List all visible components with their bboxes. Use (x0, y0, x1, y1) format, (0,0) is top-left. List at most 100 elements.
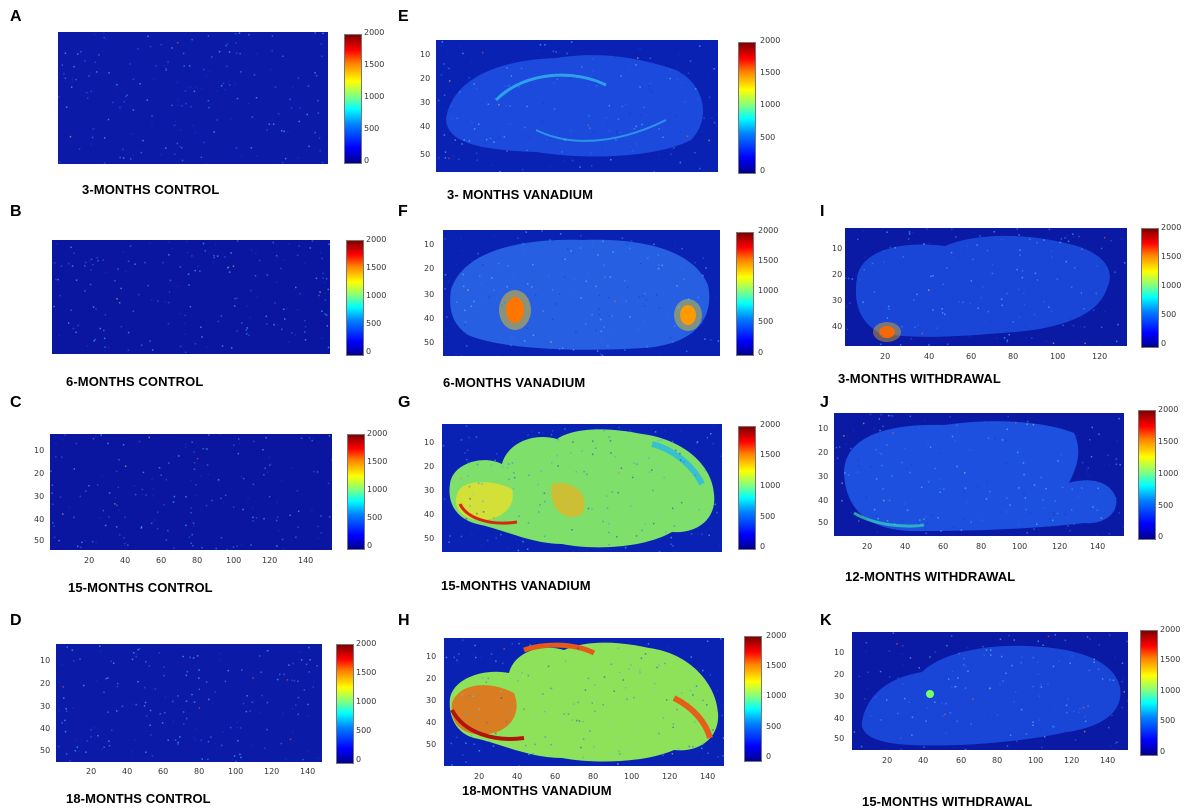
speckle-texture (853, 632, 1128, 750)
y-tick: 30 (818, 472, 829, 481)
colorbar-tick: 2000 (356, 639, 377, 648)
x-tick: 60 (550, 772, 561, 781)
panel-letter: B (10, 203, 22, 220)
colorbar-tick: 0 (1158, 532, 1164, 541)
colorbar (346, 240, 364, 356)
speckle-texture (437, 41, 718, 172)
panel-caption: 15-MONTHS VANADIUM (441, 578, 591, 593)
speckle-texture (835, 413, 1124, 536)
colorbar-tick: 1500 (366, 263, 387, 272)
colorbar-tick: 500 (758, 317, 774, 326)
heatmap-image (444, 638, 724, 766)
y-tick: 30 (832, 296, 843, 305)
panel-caption: 3-MONTHS WITHDRAWAL (838, 371, 1001, 386)
colorbar-tick: 1500 (1161, 252, 1182, 261)
x-tick: 140 (1100, 756, 1116, 765)
y-tick: 40 (832, 322, 843, 331)
colorbar (744, 636, 762, 762)
colorbar (347, 434, 365, 550)
y-tick: 20 (420, 74, 431, 83)
colorbar-tick: 2000 (766, 631, 787, 640)
colorbar-tick: 1000 (366, 291, 387, 300)
x-tick: 80 (976, 542, 987, 551)
x-tick: 100 (1050, 352, 1066, 361)
x-tick: 100 (624, 772, 640, 781)
x-tick: 100 (1028, 756, 1044, 765)
colorbar-tick: 1500 (760, 450, 781, 459)
colorbar-tick: 1000 (1158, 469, 1179, 478)
x-tick: 60 (158, 767, 169, 776)
colorbar-tick: 1500 (760, 68, 781, 77)
colorbar-tick: 2000 (1161, 223, 1182, 232)
colorbar-tick: 500 (1158, 501, 1174, 510)
y-tick: 20 (424, 264, 435, 273)
x-tick: 40 (122, 767, 133, 776)
heatmap-image (834, 413, 1124, 536)
colorbar-tick: 2000 (1160, 625, 1181, 634)
y-tick: 50 (426, 740, 437, 749)
y-tick: 50 (834, 734, 845, 743)
colorbar-tick: 1500 (758, 256, 779, 265)
panel-letter: H (398, 612, 410, 629)
heatmap-image (436, 40, 718, 172)
x-tick: 100 (1012, 542, 1028, 551)
speckle-texture (445, 638, 724, 766)
colorbar-tick: 1000 (758, 286, 779, 295)
brain-section (446, 55, 703, 157)
panel-letter: C (10, 394, 22, 411)
y-tick: 50 (34, 536, 45, 545)
speckle-texture (53, 240, 330, 354)
colorbar-tick: 0 (760, 542, 766, 551)
colorbar-tick: 500 (367, 513, 383, 522)
panel-caption: 3-MONTHS CONTROL (82, 182, 220, 197)
colorbar-tick: 0 (758, 348, 764, 357)
y-tick: 50 (424, 338, 435, 347)
colorbar-tick: 2000 (760, 420, 781, 429)
y-tick: 10 (834, 648, 845, 657)
colorbar-tick: 1000 (760, 481, 781, 490)
colorbar (738, 42, 756, 174)
heatmap-image (442, 424, 722, 552)
panel-letter: A (10, 8, 22, 25)
y-tick: 20 (818, 448, 829, 457)
colorbar-tick: 2000 (366, 235, 387, 244)
colorbar (344, 34, 362, 164)
y-tick: 30 (40, 702, 51, 711)
y-tick: 20 (426, 674, 437, 683)
x-tick: 20 (84, 556, 95, 565)
colorbar-tick: 0 (367, 541, 373, 550)
colorbar-tick: 500 (760, 133, 776, 142)
colorbar (336, 644, 354, 764)
colorbar (1141, 228, 1159, 348)
y-tick: 20 (832, 270, 843, 279)
x-tick: 140 (298, 556, 314, 565)
x-tick: 40 (512, 772, 523, 781)
colorbar-tick: 2000 (1158, 405, 1179, 414)
y-tick: 40 (420, 122, 431, 131)
colorbar (736, 232, 754, 356)
x-tick: 120 (1052, 542, 1068, 551)
panel-letter: D (10, 612, 22, 629)
colorbar-tick: 1000 (356, 697, 377, 706)
panel-caption: 3- MONTHS VANADIUM (447, 187, 593, 202)
x-tick: 140 (1090, 542, 1106, 551)
y-tick: 50 (420, 150, 431, 159)
heatmap-image (52, 240, 330, 354)
colorbar-tick: 1000 (1160, 686, 1181, 695)
y-tick: 30 (424, 290, 435, 299)
colorbar-tick: 0 (1160, 747, 1166, 756)
colorbar-tick: 500 (364, 124, 380, 133)
panel-letter: J (820, 394, 829, 411)
y-tick: 30 (424, 486, 435, 495)
panel-letter: I (820, 203, 825, 220)
speckle-texture (845, 228, 1126, 346)
x-tick: 80 (1008, 352, 1019, 361)
colorbar-tick: 1500 (364, 60, 385, 69)
y-tick: 10 (832, 244, 843, 253)
panel-caption: 15-MONTHS WITHDRAWAL (862, 794, 1033, 809)
colorbar-tick: 0 (366, 347, 372, 356)
x-tick: 20 (880, 352, 891, 361)
colorbar-tick: 500 (356, 726, 372, 735)
brain-section (449, 642, 719, 762)
x-tick: 100 (228, 767, 244, 776)
